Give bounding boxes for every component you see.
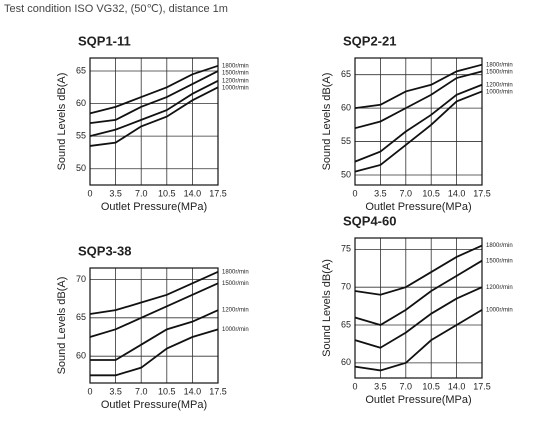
series-line [90, 328, 219, 377]
series-line [354, 259, 483, 327]
legend-label: 1800r/min [222, 269, 249, 275]
chart-title: SQP4-60 [343, 213, 396, 228]
x-tick-label: 10.5 [158, 188, 176, 198]
series-line [354, 83, 483, 163]
plot-frame [354, 57, 483, 186]
x-axis-label: Outlet Pressure(MPa) [365, 394, 471, 406]
legend-label: 1500r/min [222, 70, 249, 76]
legend-label: 1500r/min [486, 69, 513, 75]
legend-label: 1200r/min [222, 308, 249, 314]
legend-label: 1000r/min [222, 327, 249, 333]
subplot: SQP4-60 60 65 70 75 0 3.5 7.0 10.5 14.0 17.5Outlet… [321, 213, 513, 405]
legend-label: 1200r/min [222, 78, 249, 84]
header-text: Test condition ISO VG32, (50℃), distance… [4, 3, 228, 15]
x-tick-label: 17.5 [209, 188, 227, 198]
x-tick-label: 10.5 [422, 188, 440, 198]
x-tick-label: 7.0 [135, 386, 148, 396]
x-tick-label: 7.0 [135, 188, 148, 198]
series-line [89, 282, 219, 338]
y-axis-label: Sound Levels dB(A) [56, 277, 68, 375]
y-tick-label: 50 [341, 169, 351, 179]
y-tick-label: 60 [341, 103, 351, 113]
x-tick-label: 17.5 [209, 386, 227, 396]
plot-frame [354, 237, 483, 379]
subplot: SQP2-21 50 55 60 65 0 3.5 7.0 10.5 14.0 17.5Outlet… [321, 33, 513, 212]
series-line [89, 271, 219, 315]
x-tick-label: 0 [352, 188, 357, 198]
legend-label: 1200r/min [486, 285, 513, 291]
x-axis-label: Outlet Pressure(MPa) [101, 201, 207, 213]
y-tick-label: 65 [76, 65, 86, 75]
x-tick-label: 0 [352, 381, 357, 391]
x-tick-label: 10.5 [158, 386, 176, 396]
x-tick-label: 7.0 [400, 188, 413, 198]
y-tick-label: 55 [341, 136, 351, 146]
x-tick-label: 3.5 [109, 386, 122, 396]
series-line [89, 64, 219, 115]
legend-label: 1800r/min [486, 243, 513, 249]
y-tick-label: 50 [76, 163, 86, 173]
chart-title: SQP1-11 [78, 33, 131, 48]
series-line [90, 309, 219, 361]
series-line [89, 86, 219, 147]
legend-label: 1800r/min [486, 62, 513, 68]
legend-label: 1500r/min [486, 258, 513, 264]
y-tick-label: 60 [76, 351, 86, 361]
y-tick-label: 70 [76, 274, 86, 284]
legend-label: 1500r/min [222, 281, 249, 287]
y-tick-label: 70 [341, 282, 351, 292]
x-tick-label: 0 [87, 386, 92, 396]
x-tick-label: 10.5 [422, 381, 440, 391]
y-tick-label: 55 [76, 131, 86, 141]
x-tick-label: 14.0 [184, 188, 202, 198]
x-tick-label: 7.0 [400, 381, 413, 391]
y-tick-label: 60 [76, 98, 86, 108]
series-line [354, 70, 483, 130]
x-tick-label: 3.5 [109, 188, 122, 198]
series-line [354, 63, 483, 110]
series-line [354, 244, 483, 296]
x-tick-label: 17.5 [473, 188, 491, 198]
series-line [354, 309, 483, 372]
series-line [354, 286, 483, 349]
y-axis-label: Sound Levels dB(A) [56, 73, 68, 171]
x-tick-label: 3.5 [374, 188, 387, 198]
x-tick-label: 14.0 [448, 188, 466, 198]
x-tick-label: 17.5 [473, 381, 491, 391]
y-axis-label: Sound Levels dB(A) [321, 73, 333, 171]
x-tick-label: 0 [87, 188, 92, 198]
legend-label: 1000r/min [486, 307, 513, 313]
y-axis-label: Sound Levels dB(A) [321, 259, 333, 357]
chart-title: SQP2-21 [343, 33, 396, 48]
x-axis-label: Outlet Pressure(MPa) [101, 399, 207, 411]
x-tick-label: 14.0 [184, 386, 202, 396]
plot-frame [89, 267, 219, 384]
y-tick-label: 65 [76, 312, 86, 322]
legend-label: 1800r/min [222, 63, 249, 69]
x-tick-label: 14.0 [448, 381, 466, 391]
y-tick-label: 65 [341, 319, 351, 329]
legend-label: 1200r/min [486, 82, 513, 88]
legend-label: 1000r/min [222, 85, 249, 91]
y-tick-label: 60 [341, 357, 351, 367]
x-axis-label: Outlet Pressure(MPa) [365, 201, 471, 213]
x-tick-label: 3.5 [374, 381, 387, 391]
series-line [89, 79, 219, 138]
chart-title: SQP3-38 [78, 243, 131, 258]
y-tick-label: 75 [341, 244, 351, 254]
series-line [89, 70, 219, 125]
series-line [354, 90, 483, 173]
y-tick-label: 65 [341, 69, 351, 79]
subplot: SQP1-11 50 55 60 65 0 3.5 7.0 10.5 14.0 17.5Outlet… [56, 33, 249, 212]
plot-frame [89, 57, 219, 186]
legend-label: 1000r/min [486, 89, 513, 95]
